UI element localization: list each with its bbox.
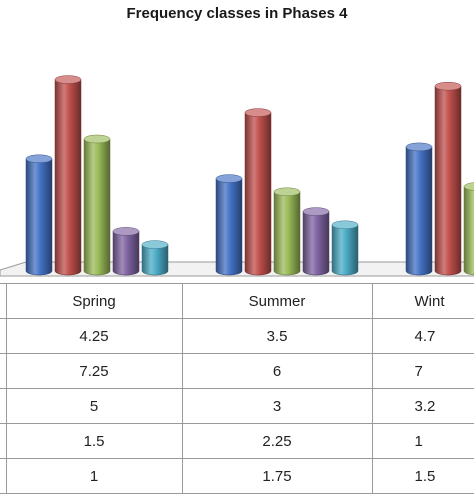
bar-spring-series-3 bbox=[83, 134, 111, 276]
category-header-row: Spring Summer Wint bbox=[0, 283, 474, 319]
bar-spring-series-2 bbox=[54, 75, 82, 276]
bar-wint-series-2 bbox=[434, 81, 462, 276]
bar-chart-3d bbox=[0, 75, 474, 277]
bars-group bbox=[25, 75, 474, 276]
table-cell: 4.25 bbox=[6, 318, 183, 354]
table-cell: 1.5 bbox=[372, 458, 474, 494]
series-row-5: 1 1.75 1.5 bbox=[0, 458, 474, 494]
table-cell: 4.7 bbox=[372, 318, 474, 354]
table-cell: Summer bbox=[182, 283, 373, 319]
table-cell: Wint bbox=[372, 283, 474, 319]
bar-spring-series-5 bbox=[141, 240, 169, 276]
data-table: Spring Summer Wint 4.25 3.5 4.7 7.25 6 7 5 3 3.2 1.5… bbox=[0, 283, 474, 494]
series-row-4: 1.5 2.25 1 bbox=[0, 423, 474, 459]
bar-summer-series-4 bbox=[302, 207, 330, 276]
table-cell: 1.75 bbox=[182, 458, 373, 494]
bar-spring-series-4 bbox=[112, 227, 140, 276]
table-cell: 1.5 bbox=[6, 423, 183, 459]
table-cell: 1 bbox=[6, 458, 183, 494]
table-cell: 3.2 bbox=[372, 388, 474, 424]
table-cell: 3.5 bbox=[182, 318, 373, 354]
table-cell: Spring bbox=[6, 283, 183, 319]
table-cell: 1 bbox=[372, 423, 474, 459]
bar-spring-series-1 bbox=[25, 154, 53, 276]
table-cell: 2.25 bbox=[182, 423, 373, 459]
table-cell: 5 bbox=[6, 388, 183, 424]
series-row-3: 5 3 3.2 bbox=[0, 388, 474, 424]
table-cell: 3 bbox=[182, 388, 373, 424]
bar-summer-series-1 bbox=[215, 174, 243, 276]
bar-summer-series-5 bbox=[331, 220, 359, 276]
table-cell: 7 bbox=[372, 353, 474, 389]
series-row-1: 4.25 3.5 4.7 bbox=[0, 318, 474, 354]
bar-summer-series-3 bbox=[273, 187, 301, 276]
bar-wint-series-1 bbox=[405, 142, 433, 276]
bar-wint-series-3 bbox=[463, 182, 474, 276]
table-cell: 7.25 bbox=[6, 353, 183, 389]
series-row-2: 7.25 6 7 bbox=[0, 353, 474, 389]
chart-title: Frequency classes in Phases 4 bbox=[126, 5, 348, 22]
table-cell: 6 bbox=[182, 353, 373, 389]
bar-summer-series-2 bbox=[244, 108, 272, 276]
